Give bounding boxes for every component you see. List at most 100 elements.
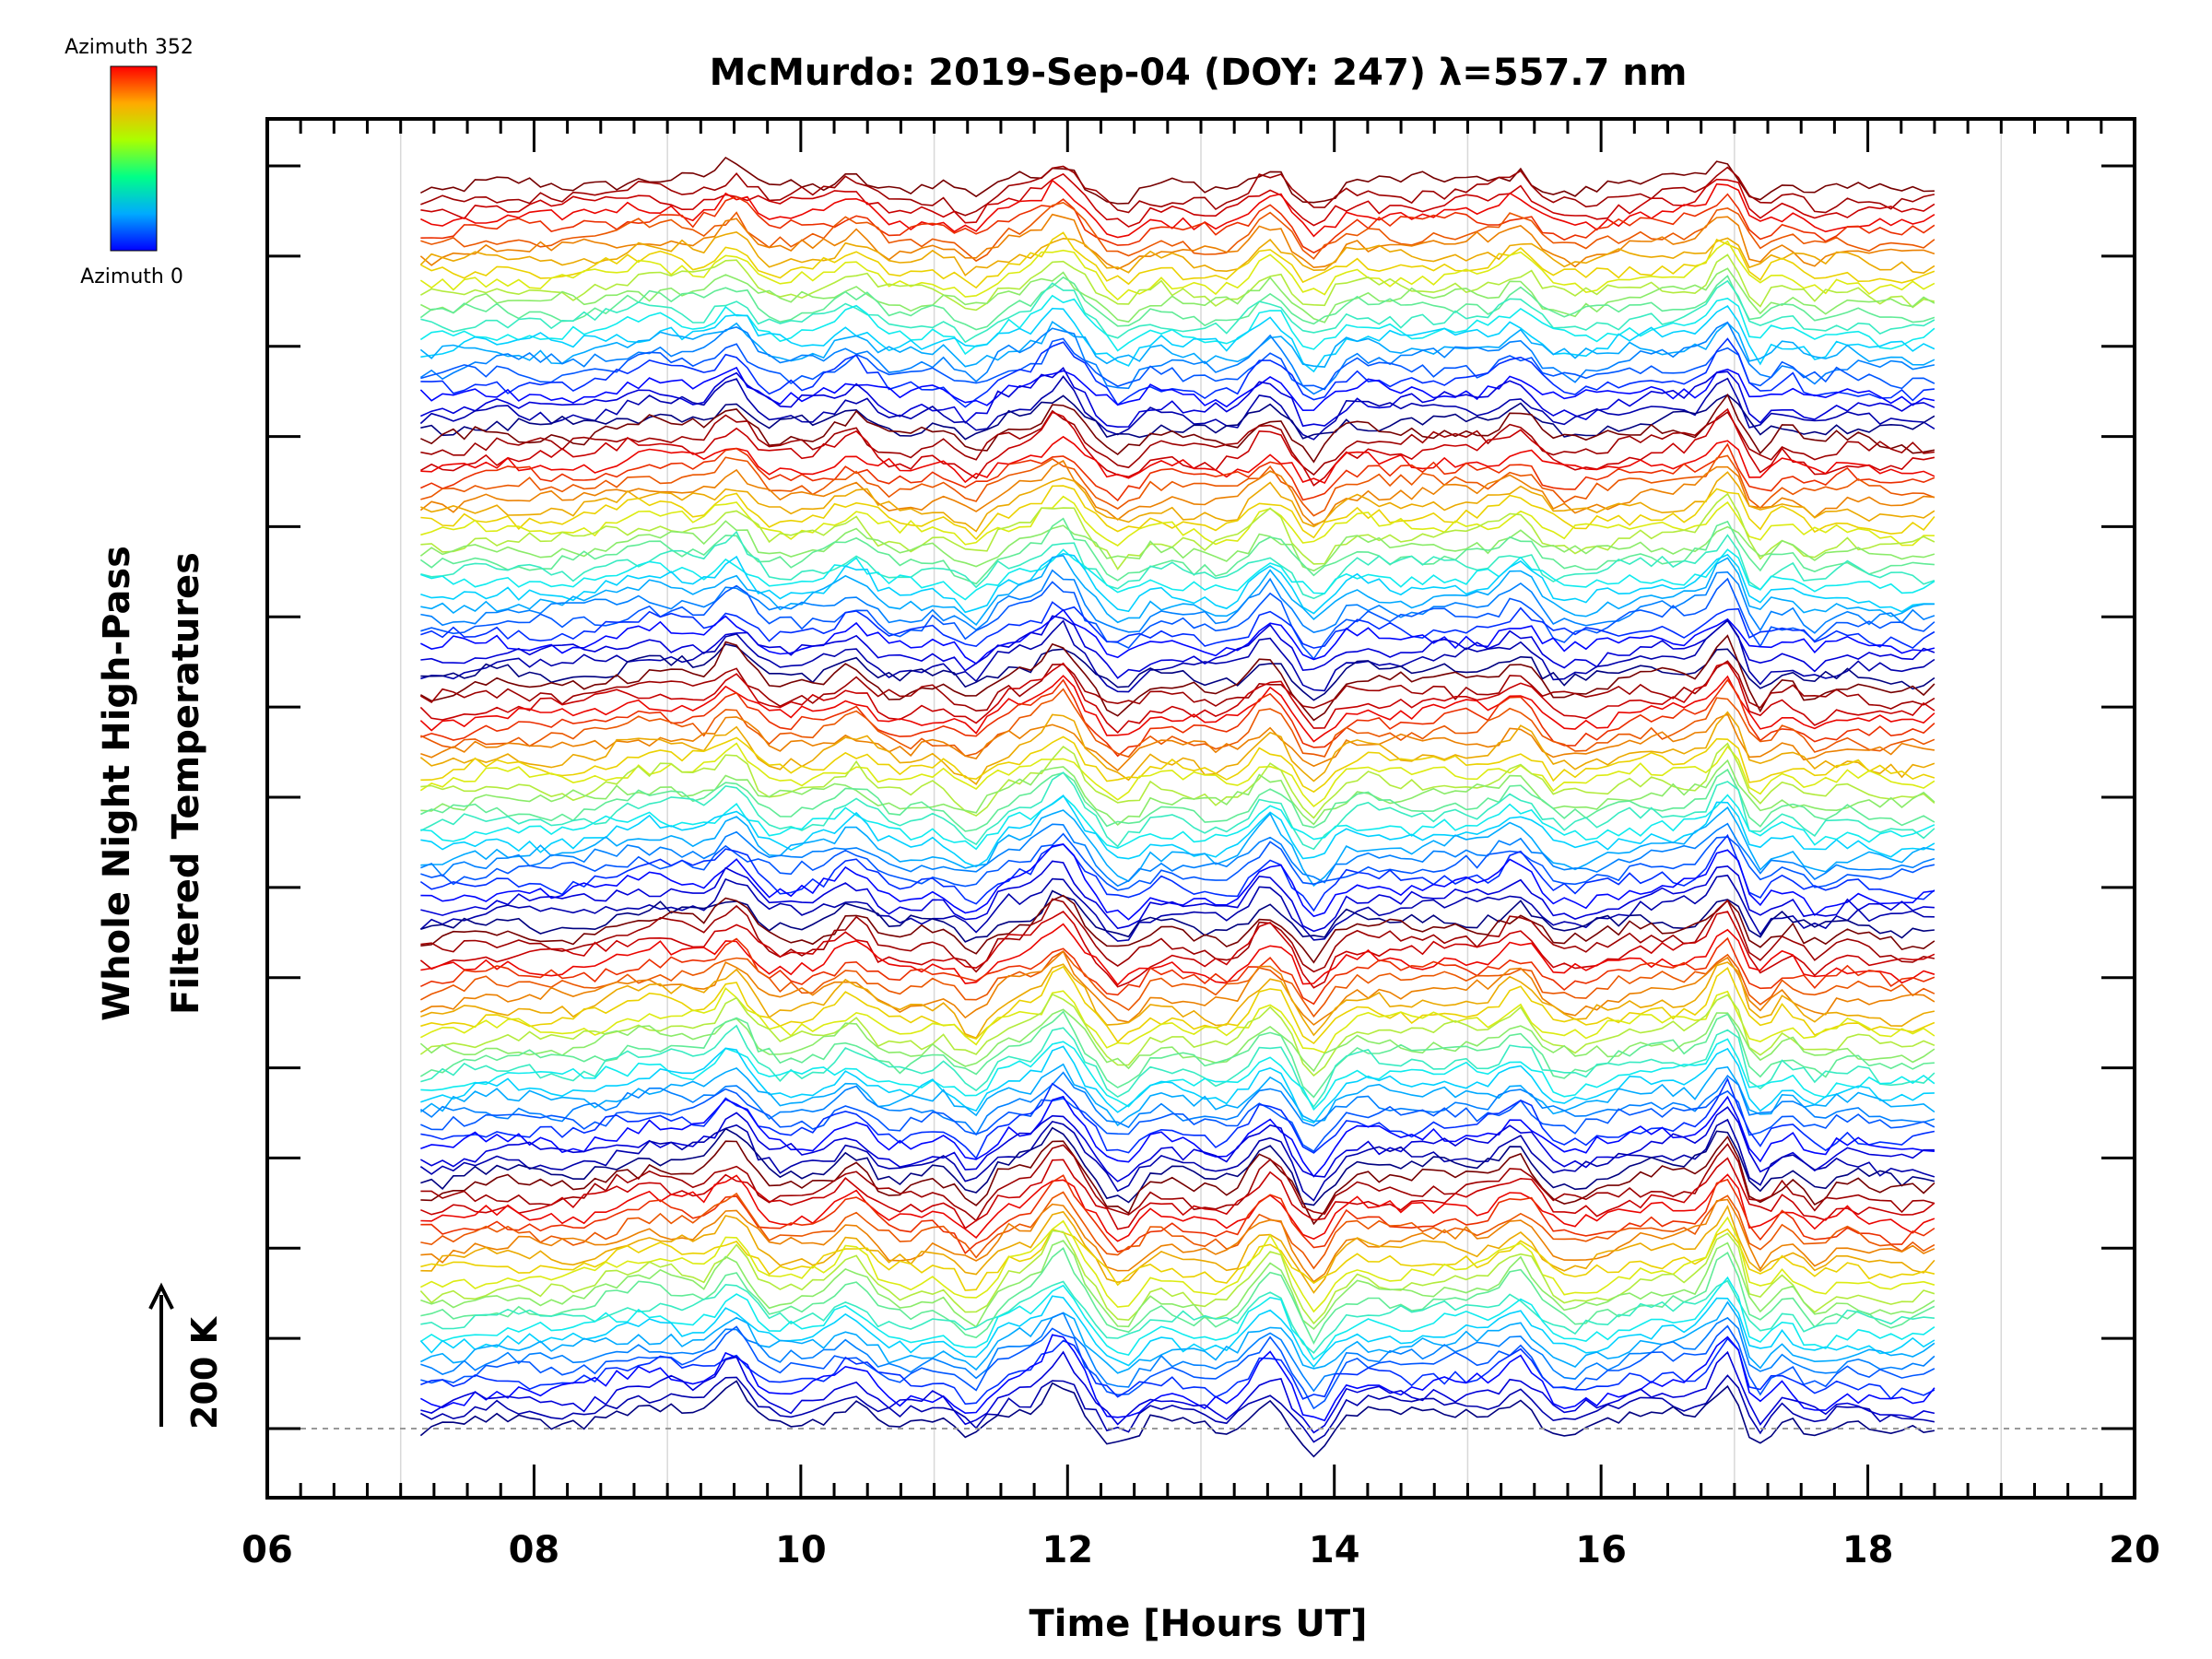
azimuth-trace	[420, 634, 1936, 722]
azimuth-trace	[420, 253, 1936, 312]
azimuth-trace	[420, 1142, 1936, 1222]
azimuth-trace	[420, 267, 1936, 324]
x-tick-label: 18	[1842, 1529, 1894, 1571]
azimuth-trace	[420, 643, 1936, 701]
azimuth-trace	[419, 874, 1935, 942]
azimuth-trace	[419, 910, 1936, 989]
azimuth-trace	[420, 822, 1936, 888]
azimuth-trace	[420, 409, 1935, 477]
colorbar	[110, 65, 158, 252]
azimuth-trace	[420, 898, 1936, 973]
azimuth-trace	[419, 275, 1936, 331]
azimuth-trace	[419, 1071, 1936, 1136]
azimuth-trace	[420, 806, 1936, 888]
azimuth-trace	[419, 230, 1936, 276]
azimuth-trace	[420, 608, 1936, 665]
x-tick-label: 14	[1309, 1529, 1360, 1571]
azimuth-trace	[420, 987, 1936, 1054]
azimuth-trace	[420, 1374, 1936, 1443]
x-axis-label: Time [Hours UT]	[1030, 1603, 1368, 1645]
azimuth-trace	[420, 454, 1936, 517]
azimuth-trace	[419, 662, 1936, 735]
azimuth-trace	[420, 923, 1936, 986]
azimuth-trace	[420, 894, 1936, 964]
azimuth-trace	[420, 1337, 1936, 1406]
azimuth-trace	[420, 961, 1936, 1040]
azimuth-trace	[420, 569, 1936, 634]
azimuth-trace	[420, 471, 1936, 533]
colorbar-bottom-label: Azimuth 0	[80, 265, 183, 288]
azimuth-trace	[420, 1279, 1935, 1354]
azimuth-trace	[420, 860, 1935, 933]
azimuth-trace	[420, 1240, 1936, 1330]
azimuth-trace	[420, 1126, 1936, 1206]
azimuth-trace	[420, 1077, 1936, 1159]
azimuth-trace	[420, 1334, 1936, 1422]
azimuth-trace	[420, 548, 1936, 601]
x-tick-label: 08	[509, 1529, 560, 1571]
azimuth-trace	[420, 201, 1936, 263]
azimuth-trace	[420, 552, 1935, 615]
scale-bar-arrowhead	[148, 1282, 174, 1310]
x-axis-ticks: 06 08 10 12 14 16 18 20	[241, 119, 2160, 1571]
azimuth-trace	[419, 321, 1936, 368]
azimuth-trace	[419, 1295, 1936, 1369]
azimuth-trace	[420, 1205, 1936, 1294]
azimuth-trace	[420, 950, 1936, 1018]
azimuth-trace	[420, 771, 1936, 851]
azimuth-trace	[420, 768, 1936, 832]
azimuth-trace	[420, 1191, 1936, 1270]
azimuth-trace	[420, 1173, 1936, 1242]
azimuth-trace	[420, 366, 1936, 429]
azimuth-trace	[419, 711, 1936, 785]
azimuth-trace	[419, 1010, 1935, 1099]
azimuth-trace	[419, 375, 1936, 441]
y-axis-label-line1: Whole Night High-Pass	[96, 546, 138, 1021]
azimuth-trace	[420, 1228, 1936, 1291]
azimuth-trace	[420, 688, 1936, 759]
azimuth-trace	[420, 179, 1936, 239]
azimuth-trace	[420, 485, 1936, 541]
azimuth-trace	[420, 712, 1936, 771]
azimuth-trace	[419, 1008, 1936, 1073]
azimuth-trace	[419, 1276, 1936, 1361]
azimuth-trace	[419, 1118, 1936, 1202]
azimuth-trace	[420, 393, 1936, 464]
azimuth-trace	[420, 618, 1936, 693]
azimuth-trace	[419, 240, 1936, 301]
azimuth-trace	[420, 1324, 1936, 1410]
azimuth-trace	[419, 1230, 1936, 1325]
x-tick-label: 10	[775, 1529, 827, 1571]
azimuth-trace	[420, 1045, 1935, 1124]
azimuth-trace	[420, 1312, 1936, 1393]
azimuth-trace	[420, 1247, 1936, 1345]
azimuth-trace	[419, 520, 1936, 572]
azimuth-trace	[420, 794, 1936, 868]
azimuth-trace	[420, 1135, 1936, 1226]
azimuth-trace	[419, 294, 1936, 356]
azimuth-trace	[420, 165, 1936, 217]
azimuth-trace	[420, 1038, 1936, 1112]
azimuth-trace	[420, 394, 1936, 441]
azimuth-trace	[420, 193, 1936, 254]
azimuth-trace	[420, 407, 1936, 487]
azimuth-trace	[420, 231, 1936, 289]
azimuth-trace	[420, 442, 1936, 502]
azimuth-trace	[420, 337, 1935, 408]
azimuth-trace	[420, 1174, 1936, 1254]
x-tick-label: 12	[1041, 1529, 1093, 1571]
azimuth-trace	[420, 1088, 1936, 1153]
azimuth-trace	[420, 615, 1936, 679]
azimuth-trace	[419, 213, 1936, 270]
x-tick-label: 06	[241, 1529, 293, 1571]
azimuth-trace	[420, 554, 1935, 627]
azimuth-trace	[419, 833, 1936, 912]
azimuth-trace	[420, 965, 1936, 1045]
azimuth-trace	[420, 735, 1936, 794]
azimuth-trace	[420, 305, 1936, 373]
azimuth-trace	[420, 742, 1936, 819]
azimuth-trace	[420, 936, 1936, 1006]
azimuth-trace	[419, 366, 1936, 412]
azimuth-trace	[420, 279, 1936, 344]
azimuth-trace	[419, 459, 1935, 526]
